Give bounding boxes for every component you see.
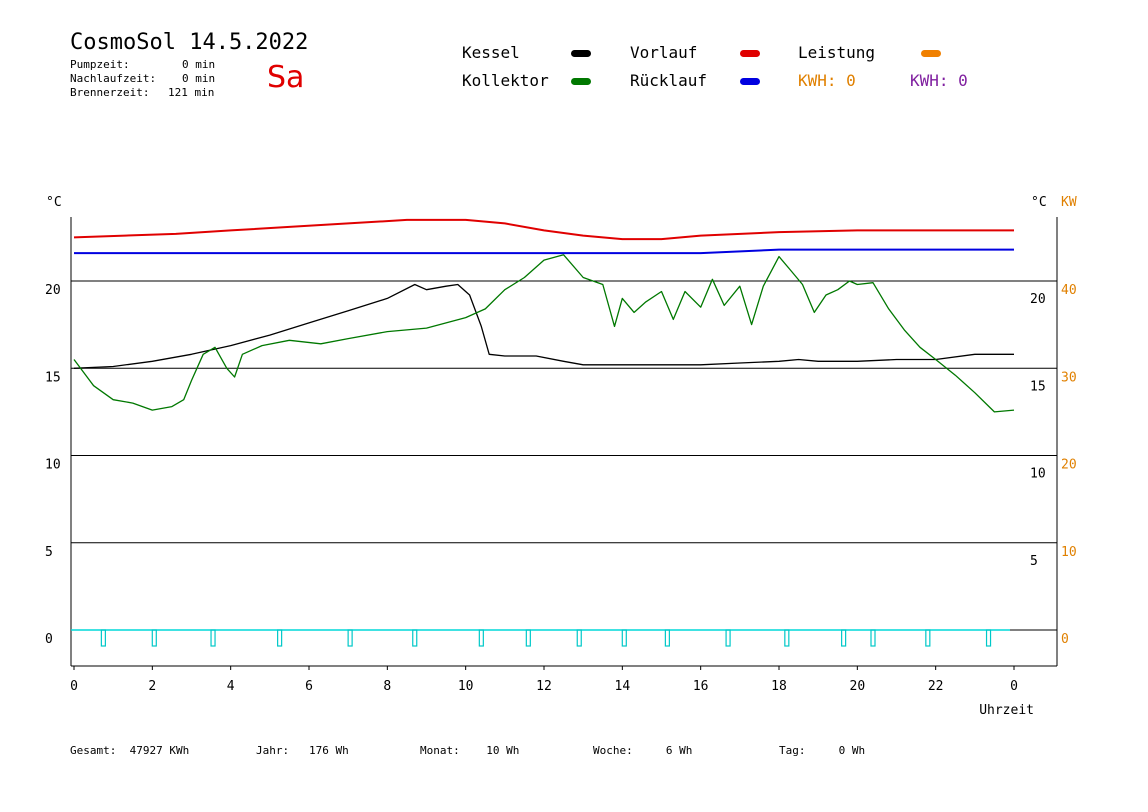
- y-right2-tick-label: 10: [1061, 545, 1077, 560]
- pump-pulse: [985, 629, 992, 647]
- series-line-3: [73, 254, 1015, 413]
- x-tick-label: 6: [305, 679, 313, 694]
- pump-pulse: [478, 629, 484, 647]
- y-right-tick-label: 20: [1030, 292, 1046, 307]
- y-left-tick-label: 0: [45, 632, 53, 647]
- legend-ruecklauf-swatch: [740, 78, 760, 85]
- x-axis-title: Uhrzeit: [979, 703, 1034, 718]
- x-tick-label: 12: [536, 679, 552, 694]
- pump-pulse: [277, 629, 283, 647]
- legend-ruecklauf-label: Rücklauf: [630, 71, 708, 90]
- x-tick-label: 8: [383, 679, 391, 694]
- pump-pulse: [925, 629, 931, 647]
- y-right-tick-label: 10: [1030, 467, 1046, 482]
- series-line-1: [74, 248, 1014, 255]
- x-tick-label: 0: [70, 679, 78, 694]
- y-right2-tick-label: 40: [1061, 283, 1077, 298]
- y-right2-tick-label: 0: [1061, 632, 1069, 647]
- x-tick-label: 0: [1010, 679, 1018, 694]
- brennerzeit-value: 121 min: [168, 86, 215, 99]
- legend-kwh-orange: KWH: 0: [798, 71, 856, 90]
- pump-pulse: [870, 629, 876, 647]
- x-tick-label: 22: [928, 679, 944, 694]
- pump-pulse: [621, 629, 627, 647]
- legend-kollektor-label: Kollektor: [462, 71, 549, 90]
- y-left-tick-label: 10: [45, 458, 61, 473]
- pump-pulse: [784, 629, 790, 647]
- footer-monat: Monat: 10 Wh: [420, 744, 520, 757]
- footer-jahr: Jahr: 176 Wh: [256, 744, 349, 757]
- pump-pulse: [100, 629, 106, 647]
- legend-kessel-label: Kessel: [462, 43, 520, 62]
- x-tick-label: 2: [148, 679, 156, 694]
- y-left-tick-label: 5: [45, 545, 53, 560]
- pump-pulse: [412, 629, 418, 647]
- y-right-unit-label: °C: [1031, 195, 1047, 210]
- x-tick-label: 16: [693, 679, 709, 694]
- legend-kollektor-swatch: [571, 78, 591, 85]
- pumpzeit-value: 0 min: [182, 58, 216, 71]
- legend-vorlauf-swatch: [740, 50, 760, 57]
- footer-woche: Woche: 6 Wh: [593, 744, 693, 757]
- y-right-tick-label: 15: [1030, 379, 1046, 394]
- pump-pulse: [347, 629, 353, 647]
- legend-vorlauf-label: Vorlauf: [630, 43, 698, 62]
- footer-tag: Tag: 0 Wh: [779, 744, 866, 757]
- x-tick-label: 20: [850, 679, 866, 694]
- x-tick-label: 10: [458, 679, 474, 694]
- y-right2-tick-label: 20: [1061, 458, 1077, 473]
- x-tick-label: 4: [227, 679, 235, 694]
- pump-pulse: [525, 629, 531, 647]
- pump-pulse: [725, 629, 731, 647]
- weekday-label: Sa: [267, 60, 305, 95]
- pump-pulse: [210, 629, 216, 647]
- x-tick-label: 18: [771, 679, 787, 694]
- y-left-tick-label: 15: [45, 370, 61, 385]
- legend-kessel-swatch: [571, 50, 591, 57]
- y-right2-unit-label: KW: [1061, 195, 1077, 210]
- y-left-tick-label: 20: [45, 283, 61, 298]
- page-title: CosmoSol 14.5.2022: [70, 30, 309, 55]
- pump-pulse: [664, 629, 670, 647]
- series-line-0: [73, 218, 1014, 241]
- legend-leistung-label: Leistung: [798, 43, 876, 62]
- pump-pulse: [841, 629, 847, 647]
- footer-gesamt: Gesamt: 47927 KWh: [70, 744, 190, 757]
- nachlaufzeit-label: Nachlaufzeit:: [70, 72, 157, 85]
- y-right-tick-label: 5: [1030, 554, 1038, 569]
- legend-kwh-purple: KWH: 0: [910, 71, 968, 90]
- x-tick-label: 14: [615, 679, 631, 694]
- y-right2-tick-label: 30: [1061, 370, 1077, 385]
- nachlaufzeit-value: 0 min: [182, 72, 216, 85]
- pump-pulse: [576, 629, 582, 647]
- pumpzeit-label: Pumpzeit:: [70, 58, 130, 71]
- legend-leistung-swatch: [921, 50, 941, 57]
- brennerzeit-label: Brennerzeit:: [70, 86, 150, 99]
- y-left-unit-label: °C: [46, 195, 62, 210]
- pump-pulse: [151, 629, 157, 647]
- series-line-2: [73, 283, 1014, 369]
